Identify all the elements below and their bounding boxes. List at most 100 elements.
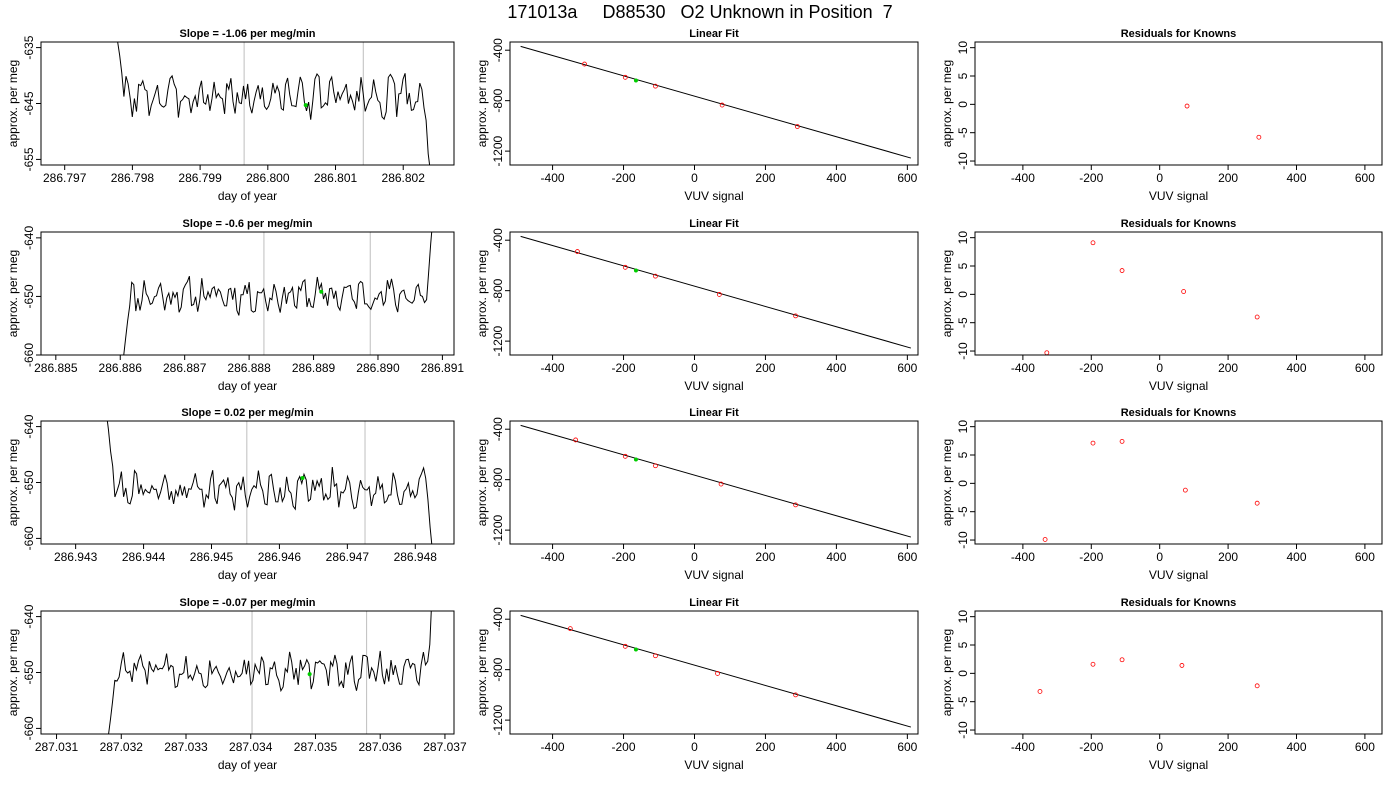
x-tick-label: 400 [826,171,846,185]
plot-area [520,45,912,159]
unknown-point [633,647,638,652]
plot-frame [40,610,455,735]
y-tick-label: 10 [956,420,970,434]
y-tick-label: -1200 [491,325,505,356]
known-point [718,481,724,487]
known-point [793,692,798,698]
plot-area [108,611,432,734]
x-axis-label: day of year [218,758,277,772]
x-tick-label: -400 [1011,740,1035,754]
chart-title: Residuals for Knowns [1121,597,1237,609]
x-tick-label: 200 [1218,740,1238,754]
plot-frame [509,231,919,356]
x-tick-label: 286.886 [99,361,143,375]
x-tick-label: 286.799 [178,171,222,185]
x-tick-label: 600 [897,361,917,375]
y-tick-label: -400 [491,38,505,62]
chart-panel: Slope = 0.02 per meg/min 286.943 286.944 28… [6,407,455,582]
y-tick-label: -10 [956,531,970,549]
plot-area [1044,240,1260,355]
y-tick-label: 0 [956,480,970,487]
fit-line [520,45,912,159]
data-trace [106,421,433,544]
x-axis-label: VUV signal [684,568,743,582]
x-tick-label: 286.802 [382,171,426,185]
plot-area [520,424,912,538]
y-axis-label: approx. per meg [6,60,20,147]
chart-title: Slope = 0.02 per meg/min [181,407,314,419]
x-tick-label: 0 [1156,550,1163,564]
known-point [793,313,798,319]
y-tick-label: -400 [491,417,505,441]
known-point [1119,268,1125,273]
known-point [1090,661,1096,667]
x-axis-label: VUV signal [684,758,743,772]
unknown-marker [300,476,305,481]
plot-area [1042,439,1260,542]
known-point [653,83,658,89]
y-tick-label: 0 [956,291,970,298]
y-tick-label: -655 [22,147,36,171]
x-tick-label: 400 [1286,171,1306,185]
x-tick-label: 400 [1286,740,1306,754]
known-point [1042,537,1048,542]
y-tick-label: 0 [956,670,970,677]
known-point [1090,440,1096,446]
known-point [715,671,720,676]
y-tick-label: 10 [956,231,970,245]
y-tick-label: 5 [956,451,970,458]
x-tick-label: 0 [691,171,698,185]
chart-title: Linear Fit [689,28,739,40]
x-axis-label: VUV signal [1149,379,1208,393]
x-tick-label: 286.797 [43,171,87,185]
y-tick-label: 5 [956,262,970,269]
x-tick-label: -200 [1079,361,1103,375]
x-tick-label: -400 [541,171,565,185]
x-tick-label: 286.798 [111,171,155,185]
chart-title: Slope = -1.06 per meg/min [179,28,315,40]
y-tick-label: -10 [956,721,970,739]
x-axis-label: day of year [218,379,277,393]
y-tick-label: -640 [22,414,36,438]
y-tick-label: -645 [22,91,36,115]
y-tick-label: -640 [22,226,36,250]
known-point [622,643,628,649]
x-tick-label: 200 [1218,171,1238,185]
y-tick-label: 10 [956,41,970,55]
x-axis-label: VUV signal [684,189,743,203]
known-point [1044,350,1050,355]
x-axis-label: VUV signal [1149,568,1208,582]
x-tick-label: 286.945 [190,550,234,564]
x-tick-label: 200 [1218,361,1238,375]
x-tick-label: 286.944 [122,550,166,564]
x-tick-label: 286.943 [54,550,98,564]
y-axis-label: approx. per meg [475,250,489,337]
y-tick-label: -1200 [491,135,505,166]
y-tick-label: -660 [22,343,36,367]
y-tick-label: -800 [491,88,505,112]
plot-frame [40,41,455,166]
chart-title: Linear Fit [689,218,739,230]
known-point [653,653,658,659]
x-tick-label: 600 [897,740,917,754]
x-tick-label: -400 [1011,361,1035,375]
x-tick-label: 286.887 [163,361,207,375]
y-axis-label: approx. per meg [940,250,954,337]
x-tick-label: 400 [826,361,846,375]
x-tick-label: 400 [1286,550,1306,564]
chart-panel: Slope = -0.6 per meg/min 286.885 286.886 28… [6,218,464,393]
x-tick-label: 287.033 [164,740,208,754]
x-tick-label: 0 [691,361,698,375]
x-tick-label: -200 [1079,740,1103,754]
x-tick-label: 286.890 [356,361,400,375]
y-axis-label: approx. per meg [940,439,954,526]
y-tick-label: -5 [956,696,970,707]
chart-title: Slope = -0.6 per meg/min [183,218,313,230]
x-tick-label: 600 [1355,550,1375,564]
y-axis-label: approx. per meg [6,250,20,337]
known-point [1179,663,1185,668]
x-tick-label: 286.889 [292,361,336,375]
chart-panel: Linear Fit -400 -200 0 200 400 600 -400 -800 -120… [475,28,919,203]
x-tick-label: 0 [691,550,698,564]
x-tick-label: 200 [755,740,775,754]
